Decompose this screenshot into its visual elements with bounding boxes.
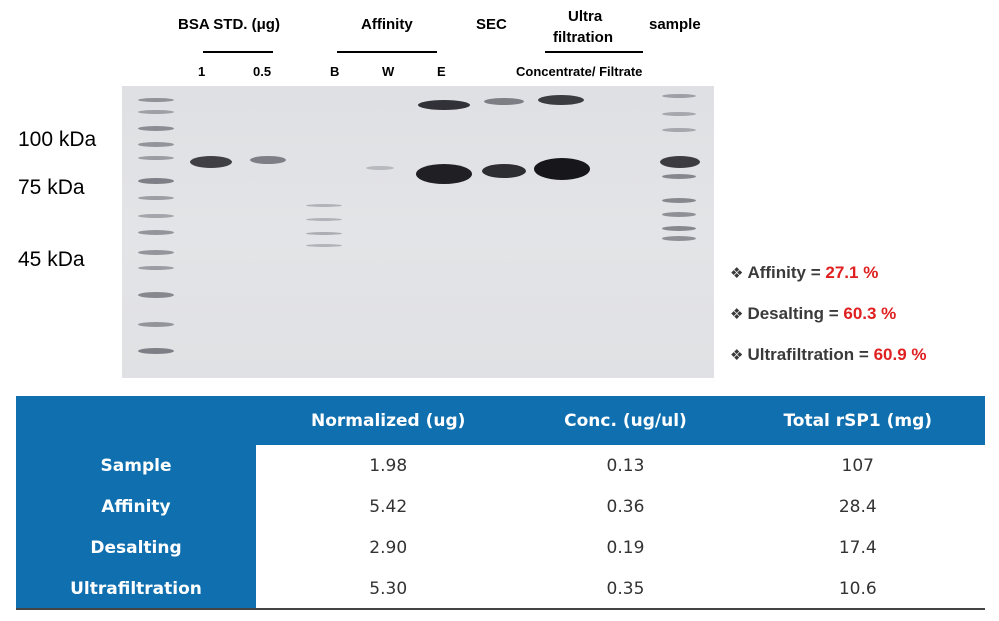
ladder-band (138, 250, 174, 255)
bsa-std-header: BSA STD. (μg) (178, 16, 280, 33)
sds-page-gel-image (122, 86, 714, 378)
ladder-band (138, 98, 174, 102)
lane-label-e: E (437, 64, 446, 79)
sample-band (662, 236, 696, 241)
ladder-band (138, 126, 174, 131)
sample-band (662, 174, 696, 179)
sample-band (662, 226, 696, 231)
yield-affinity: ❖Affinity = 27.1 % (730, 263, 878, 283)
lane-label-b: B (330, 64, 339, 79)
ladder-band (138, 292, 174, 298)
cell-normalized: 5.42 (256, 486, 520, 527)
row-label-sample: Sample (16, 445, 256, 486)
cell-total: 17.4 (731, 528, 986, 569)
affinity-w-band (366, 166, 394, 170)
ladder-band (138, 348, 174, 354)
diamond-bullet-icon: ❖ (730, 306, 743, 323)
yield-affinity-label: Affinity = (747, 263, 820, 282)
cell-conc: 0.13 (520, 445, 730, 486)
ladder-band (138, 230, 174, 235)
row-label-desalting: Desalting (16, 528, 256, 569)
yield-desalting-label: Desalting = (747, 304, 838, 323)
ladder-band (138, 266, 174, 270)
sec-header: SEC (476, 16, 507, 33)
sample-band (662, 112, 696, 116)
affinity-b-band (306, 204, 342, 207)
ladder-band (138, 196, 174, 200)
table-row: Ultrafiltration 5.30 0.35 10.6 (16, 569, 985, 610)
table-header-corner (16, 396, 256, 445)
cell-total: 107 (731, 445, 986, 486)
cell-conc: 0.35 (520, 569, 730, 610)
row-label-ultrafiltration: Ultrafiltration (16, 569, 256, 610)
table-header-normalized: Normalized (ug) (256, 396, 520, 445)
diamond-bullet-icon: ❖ (730, 347, 743, 364)
cell-normalized: 2.90 (256, 528, 520, 569)
sec-main-band (482, 164, 526, 178)
cell-total: 10.6 (731, 569, 986, 610)
sec-top-band (484, 98, 524, 105)
affinity-header: Affinity (361, 16, 413, 33)
sample-main-band (660, 156, 700, 168)
lane-label-concentrate-filtrate: Concentrate/ Filtrate (516, 64, 642, 79)
cell-total: 28.4 (731, 486, 986, 527)
affinity-e-top-band (418, 100, 470, 110)
table-bottom-rule (16, 608, 985, 610)
table-row: Sample 1.98 0.13 107 (16, 445, 985, 486)
table-row: Affinity 5.42 0.36 28.4 (16, 486, 985, 527)
cell-conc: 0.36 (520, 486, 730, 527)
cell-conc: 0.19 (520, 528, 730, 569)
yield-affinity-value: 27.1 % (825, 263, 878, 282)
sample-band (662, 128, 696, 132)
affinity-b-band (306, 232, 342, 235)
yield-ultrafiltration-value: 60.9 % (874, 345, 927, 364)
bsa-1ug-band (190, 156, 232, 168)
purification-summary-table: Normalized (ug) Conc. (ug/ul) Total rSP1… (16, 396, 985, 610)
bsa-divider (203, 51, 273, 53)
yield-ultrafiltration: ❖Ultrafiltration = 60.9 % (730, 345, 927, 365)
ultra-header-line1: Ultra (568, 8, 602, 25)
row-label-affinity: Affinity (16, 486, 256, 527)
sample-band (662, 198, 696, 203)
yield-desalting: ❖Desalting = 60.3 % (730, 304, 896, 324)
ultra-divider (545, 51, 643, 53)
affinity-divider (337, 51, 437, 53)
ladder-band (138, 322, 174, 327)
concentrate-main-band (534, 158, 590, 180)
table-header-total: Total rSP1 (mg) (731, 396, 986, 445)
marker-label-75kda: 75 kDa (18, 176, 85, 200)
affinity-b-band (306, 244, 342, 247)
ladder-band (138, 142, 174, 147)
ultra-header-line2: filtration (553, 29, 613, 46)
lane-label-bsa-1: 1 (198, 64, 205, 79)
yield-ultrafiltration-label: Ultrafiltration = (747, 345, 868, 364)
concentrate-top-band (538, 95, 584, 105)
yield-desalting-value: 60.3 % (843, 304, 896, 323)
diamond-bullet-icon: ❖ (730, 265, 743, 282)
ladder-band (138, 214, 174, 218)
affinity-e-main-band (416, 164, 472, 184)
ladder-band (138, 156, 174, 160)
sample-band (662, 94, 696, 98)
ladder-band (138, 178, 174, 184)
lane-label-bsa-0-5: 0.5 (253, 64, 271, 79)
bsa-05ug-band (250, 156, 286, 164)
affinity-b-band (306, 218, 342, 221)
table-header-conc: Conc. (ug/ul) (520, 396, 730, 445)
cell-normalized: 5.30 (256, 569, 520, 610)
ladder-band (138, 110, 174, 114)
marker-label-100kda: 100 kDa (18, 128, 96, 152)
table-header-row: Normalized (ug) Conc. (ug/ul) Total rSP1… (16, 396, 985, 445)
marker-label-45kda: 45 kDa (18, 248, 85, 272)
cell-normalized: 1.98 (256, 445, 520, 486)
lane-label-w: W (382, 64, 394, 79)
table-row: Desalting 2.90 0.19 17.4 (16, 528, 985, 569)
sample-band (662, 212, 696, 217)
sample-header: sample (649, 16, 701, 33)
